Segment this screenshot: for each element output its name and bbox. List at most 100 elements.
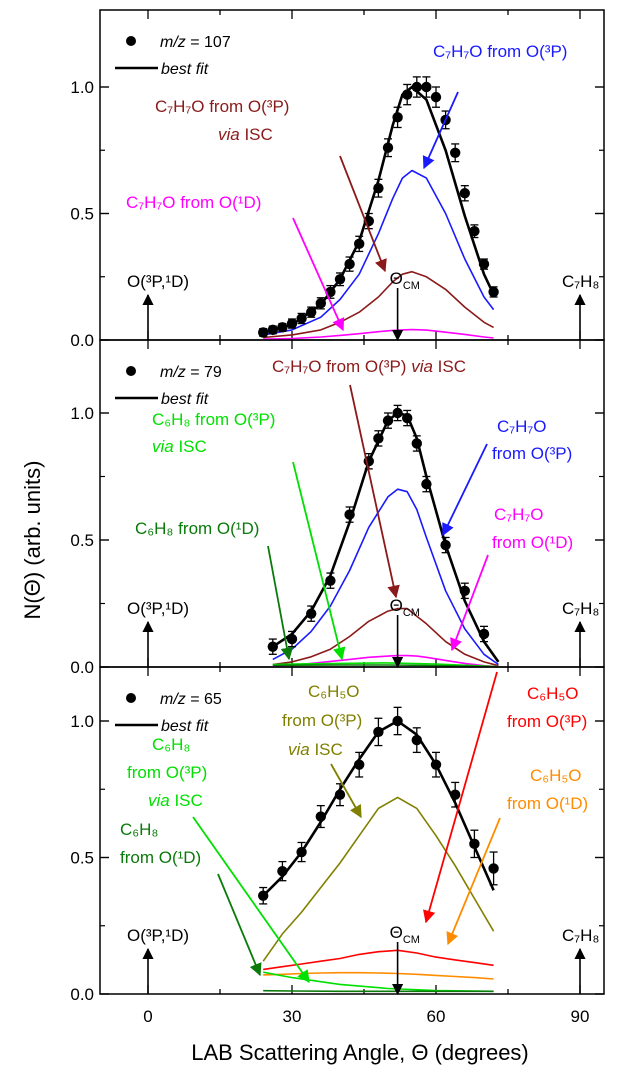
label-p3-olive-isc: ISC bbox=[310, 740, 343, 759]
label-p3-green-isc: ISC bbox=[170, 791, 203, 810]
arrow-p2-magenta bbox=[450, 554, 489, 652]
theta-cm-subscript: CM bbox=[403, 280, 420, 292]
theta-cm-subscript: CM bbox=[403, 934, 420, 946]
y-axis-label: N(Θ) (arb. units) bbox=[20, 461, 45, 620]
curve-c7h7o-from-o-3p- bbox=[263, 169, 495, 336]
theta-cm-symbol: Θ bbox=[390, 596, 403, 615]
label-p3-red-line1: C₆H₅O bbox=[527, 684, 578, 703]
data-point bbox=[450, 147, 461, 158]
data-point bbox=[402, 412, 413, 424]
annotations bbox=[192, 91, 501, 984]
label-p3-green-line1: C₆H₈ bbox=[152, 735, 190, 754]
curve-c6h5o-from-o-3p- bbox=[263, 949, 494, 971]
arrow-p3-orange bbox=[446, 817, 501, 946]
arrow-p3-red bbox=[423, 671, 498, 924]
data-point bbox=[258, 327, 269, 338]
label-p2-blue-line1: C₇H₇O bbox=[497, 417, 546, 436]
data-point bbox=[354, 759, 365, 770]
legend-mz-value: = 79 bbox=[186, 364, 222, 381]
data-point bbox=[411, 81, 422, 93]
label-p3-darkgreen-line2: from O(¹D) bbox=[120, 848, 201, 867]
legend-mz: m/z bbox=[160, 364, 186, 381]
y-tick-label: 1.0 bbox=[70, 712, 94, 731]
panel-3: 0.0 0.5 1.0 m/z = 65 best fit O(³P,¹D) C₇H₈ ΘCM bbox=[70, 666, 605, 1004]
data-point bbox=[344, 258, 355, 270]
label-p3-green-line2: from O(³P) bbox=[127, 763, 207, 782]
label-p2-green-line2: via ISC bbox=[152, 437, 207, 456]
x-tick-label: 60 bbox=[427, 1007, 446, 1026]
curve-best-fit bbox=[272, 411, 500, 663]
label-p3-darkgreen-line1: C₆H₈ bbox=[120, 820, 158, 839]
legend-data-label: m/z = 79 bbox=[160, 364, 222, 381]
y-tick-label: 0.0 bbox=[70, 985, 94, 1004]
label-p3-green-line3: via ISC bbox=[148, 791, 203, 810]
legend-marker bbox=[126, 366, 136, 376]
panel-2: 0.0 0.5 1.0 m/z = 79 best fit O(³P,¹D) C₇H₈ ΘCM bbox=[70, 339, 605, 677]
data-point bbox=[344, 509, 355, 520]
data-point bbox=[296, 313, 307, 324]
x-tick-label: 30 bbox=[283, 1007, 302, 1026]
arrow-p1-darkred bbox=[339, 155, 387, 273]
curve-c6h8-from-o-1d- bbox=[263, 989, 494, 993]
data-point bbox=[296, 846, 307, 858]
data-point bbox=[411, 734, 422, 746]
curve-c6h5o-from-o-3p-via-isc bbox=[262, 796, 495, 962]
label-p1-darkred-line1: C₇H₇O from O(³P) bbox=[155, 97, 289, 116]
c7h8-beam-label: C₇H₈ bbox=[562, 272, 599, 291]
data-point bbox=[354, 238, 365, 250]
data-point bbox=[325, 575, 336, 586]
label-p2-magenta-line2: from O(¹D) bbox=[492, 533, 573, 552]
data-point bbox=[373, 183, 384, 194]
data-point bbox=[402, 89, 413, 100]
data-point bbox=[382, 142, 394, 153]
data-point bbox=[392, 112, 403, 123]
data-point bbox=[411, 438, 422, 449]
data-point bbox=[334, 274, 346, 285]
y-tick-label: 0.5 bbox=[70, 849, 94, 868]
label-p3-orange-line2: from O(¹D) bbox=[507, 794, 588, 813]
y-tick-label: 0.5 bbox=[70, 205, 94, 224]
label-p2-green-via: via bbox=[152, 437, 174, 456]
label-p3-olive-line2: from O(³P) bbox=[282, 711, 362, 730]
label-p3-olive-via: via bbox=[288, 740, 310, 759]
label-p3-olive-line1: C₆H₅O bbox=[308, 682, 359, 701]
legend-fit-label: best fit bbox=[161, 718, 209, 735]
y-tick-label: 0.5 bbox=[70, 531, 94, 550]
data-point bbox=[440, 539, 451, 551]
data-point bbox=[315, 811, 326, 822]
label-p2-darkred-a: C₇H₇O from O(³P) bbox=[272, 357, 411, 376]
data-point bbox=[459, 585, 470, 596]
data-point bbox=[421, 478, 432, 490]
theta-cm-label: ΘCM bbox=[390, 269, 420, 292]
arrow-p2-green bbox=[292, 461, 346, 661]
data-point bbox=[286, 318, 298, 329]
theta-cm-label: ΘCM bbox=[390, 596, 420, 619]
arrow-p2-darkred bbox=[349, 384, 400, 599]
legend-mz: m/z bbox=[160, 34, 186, 51]
label-p1-darkred-isc: ISC bbox=[240, 125, 273, 144]
o-beam-label: O(³P,¹D) bbox=[127, 926, 189, 945]
label-p2-darkred-via: via bbox=[411, 357, 433, 376]
x-tick-label: 90 bbox=[571, 1007, 590, 1026]
legend-mz-value: = 107 bbox=[186, 34, 231, 51]
data-point bbox=[277, 322, 288, 333]
data-point bbox=[392, 715, 403, 727]
data-point bbox=[334, 789, 346, 800]
data-point bbox=[478, 628, 490, 640]
arrow-p3-green bbox=[192, 816, 310, 984]
arrow-p1-magenta bbox=[292, 217, 345, 332]
label-p1-magenta: C₇H₇O from O(¹D) bbox=[126, 193, 261, 212]
label-p3-red-line2: from O(³P) bbox=[507, 712, 587, 731]
legend-marker bbox=[126, 36, 136, 46]
data-point bbox=[286, 633, 298, 645]
data-point bbox=[488, 286, 499, 298]
y-tick-label: 0.0 bbox=[70, 331, 94, 350]
arrow-p3-darkgreen bbox=[217, 873, 262, 977]
arrow-p2-darkgreen bbox=[267, 545, 294, 661]
label-p2-green-isc: ISC bbox=[174, 437, 207, 456]
legend-mz: m/z bbox=[160, 691, 186, 708]
label-p2-blue-line2: from O(³P) bbox=[492, 444, 572, 463]
data-point bbox=[459, 188, 470, 199]
